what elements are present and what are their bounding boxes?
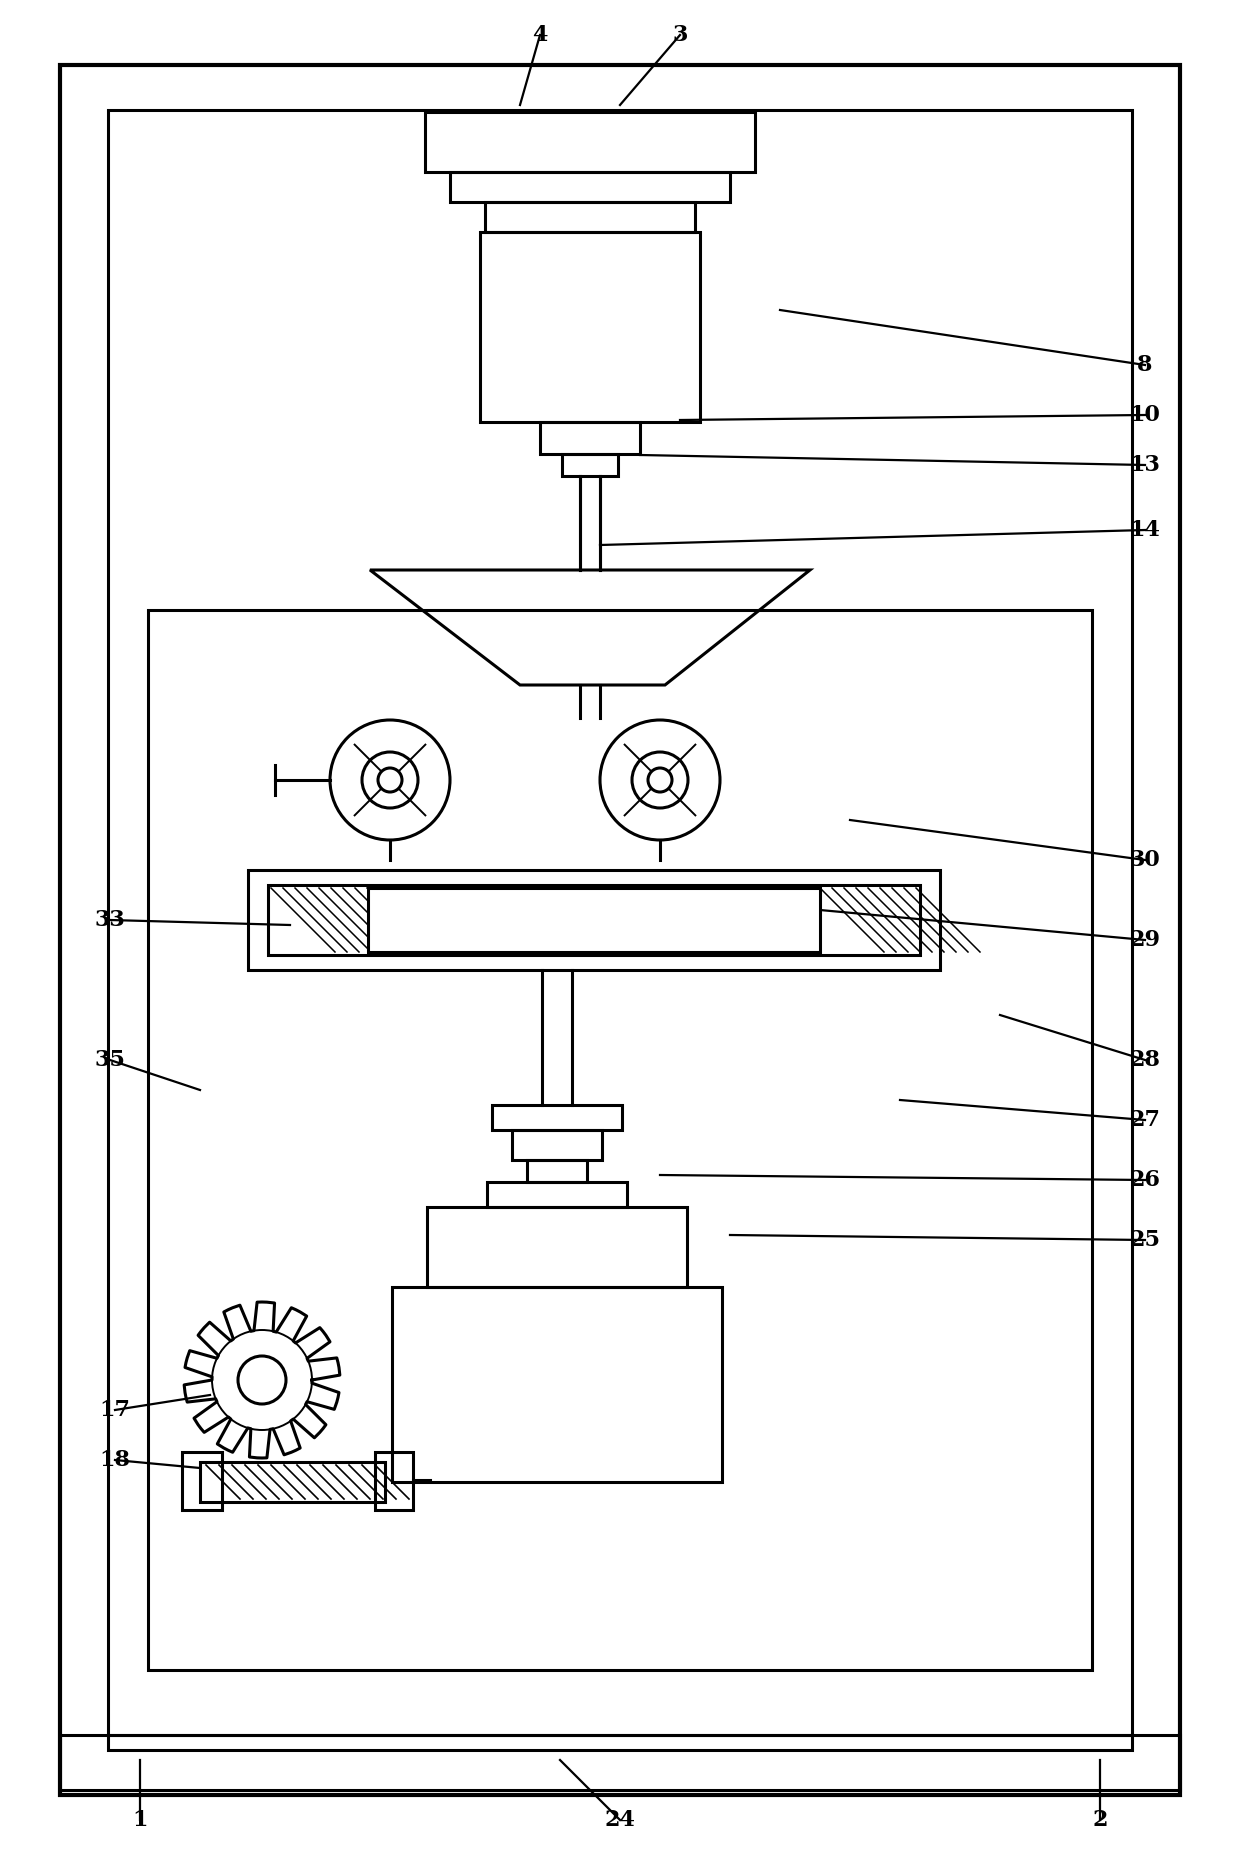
Text: 26: 26 [1130, 1169, 1161, 1191]
Bar [539, 421, 640, 454]
Text: 10: 10 [1130, 404, 1161, 427]
Bar [200, 1462, 384, 1503]
Text: 25: 25 [1130, 1230, 1161, 1250]
Text: 17: 17 [99, 1399, 130, 1421]
Text: 27: 27 [1130, 1109, 1161, 1132]
Circle shape [649, 768, 672, 792]
Text: 3: 3 [672, 24, 688, 46]
Bar [480, 232, 701, 421]
Text: 4: 4 [532, 24, 548, 46]
Bar [374, 1452, 413, 1510]
Text: 29: 29 [1130, 929, 1161, 952]
Bar [268, 885, 920, 955]
Bar [392, 1287, 722, 1482]
Text: 30: 30 [1130, 850, 1161, 872]
Bar [512, 1130, 601, 1159]
Bar [182, 1452, 222, 1510]
Bar [368, 889, 820, 952]
Text: 35: 35 [94, 1048, 125, 1070]
Bar [450, 173, 730, 202]
Text: 13: 13 [1130, 454, 1161, 477]
Bar [562, 454, 618, 477]
Bar [485, 202, 694, 232]
Bar [148, 610, 1092, 1670]
Text: 28: 28 [1130, 1048, 1161, 1070]
Bar [425, 111, 755, 173]
Text: 2: 2 [1092, 1809, 1107, 1831]
Bar [492, 1106, 622, 1130]
Text: 24: 24 [605, 1809, 635, 1831]
Bar [108, 109, 1132, 1749]
Text: 8: 8 [1137, 354, 1153, 377]
Text: 18: 18 [99, 1449, 130, 1471]
Text: 33: 33 [94, 909, 125, 931]
Bar [527, 1159, 587, 1182]
Bar [248, 870, 940, 970]
Bar [60, 1734, 1180, 1790]
Bar [487, 1182, 627, 1208]
Circle shape [378, 768, 402, 792]
Text: 1: 1 [133, 1809, 148, 1831]
Bar [427, 1208, 687, 1287]
Text: 14: 14 [1130, 519, 1161, 542]
